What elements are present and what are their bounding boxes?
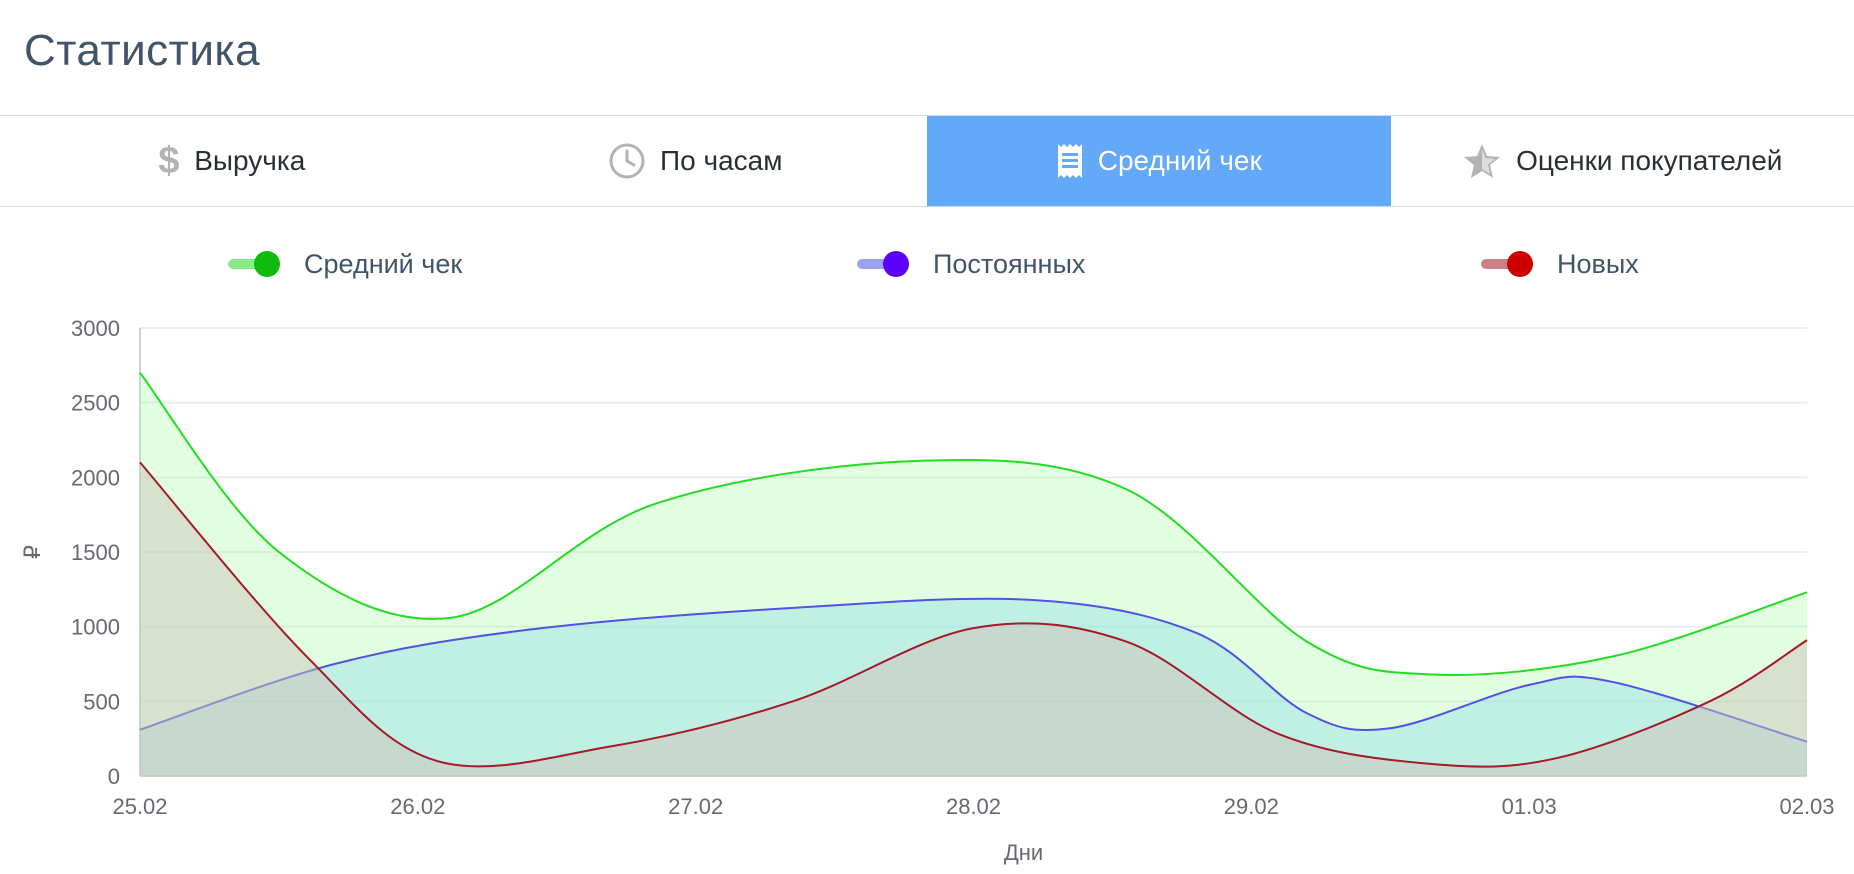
y-tick-label: 0 <box>108 764 120 789</box>
tab-customer-ratings[interactable]: Оценки покупателей <box>1391 116 1854 206</box>
tab-average-check[interactable]: Средний чек <box>927 116 1391 206</box>
tab-revenue[interactable]: $ Выручка <box>0 116 464 206</box>
x-tick-label: 02.03 <box>1779 794 1834 819</box>
star-icon <box>1462 142 1502 180</box>
series-new-line <box>139 461 1808 768</box>
y-tick-label: 1000 <box>71 615 120 640</box>
legend-item-average-check[interactable]: Средний чек <box>228 244 462 284</box>
page-title: Статистика <box>24 26 261 75</box>
x-tick-label: 27.02 <box>668 794 723 819</box>
tab-revenue-label: Выручка <box>194 145 306 176</box>
legend-label: Средний чек <box>304 248 463 279</box>
series-new-area <box>140 462 1807 776</box>
x-tick-label: 26.02 <box>390 794 445 819</box>
dollar-icon: $ <box>158 141 180 181</box>
y-tick-label: 2500 <box>71 391 120 416</box>
x-tick-label: 28.02 <box>946 794 1001 819</box>
x-tick-label: 01.03 <box>1502 794 1557 819</box>
legend-label: Новых <box>1557 248 1639 279</box>
x-tick-label: 29.02 <box>1224 794 1279 819</box>
y-tick-label: 1500 <box>71 540 120 565</box>
legend-item-regular[interactable]: Постоянных <box>857 244 1085 284</box>
clock-icon <box>608 142 646 180</box>
legend-swatch <box>1481 250 1533 278</box>
x-axis-title: Дни <box>1004 840 1043 865</box>
x-tick-label: 25.02 <box>112 794 167 819</box>
y-tick-label: 500 <box>83 689 120 714</box>
tab-customer-ratings-label: Оценки покупателей <box>1516 145 1783 176</box>
legend-label: Постоянных <box>933 248 1086 279</box>
tab-by-hour[interactable]: По часам <box>464 116 928 206</box>
y-axis-title: ₽ <box>20 545 45 559</box>
receipt-icon <box>1056 142 1084 180</box>
legend-item-new[interactable]: Новых <box>1481 244 1639 284</box>
y-tick-label: 3000 <box>71 316 120 341</box>
series-average-check-area <box>140 372 1807 776</box>
legend-swatch <box>228 250 280 278</box>
tab-average-check-label: Средний чек <box>1097 145 1262 176</box>
legend-swatch <box>857 250 909 278</box>
chart-legend: Средний чек Постоянных Новых <box>0 244 1854 284</box>
series-average-check-line <box>139 372 1808 676</box>
series-regular-line <box>139 597 1808 743</box>
tab-by-hour-label: По часам <box>660 145 783 176</box>
y-tick-label: 2000 <box>71 465 120 490</box>
svg-text:$: $ <box>159 141 180 181</box>
tab-bar: $ Выручка По часам Средний чек <box>0 115 1854 207</box>
